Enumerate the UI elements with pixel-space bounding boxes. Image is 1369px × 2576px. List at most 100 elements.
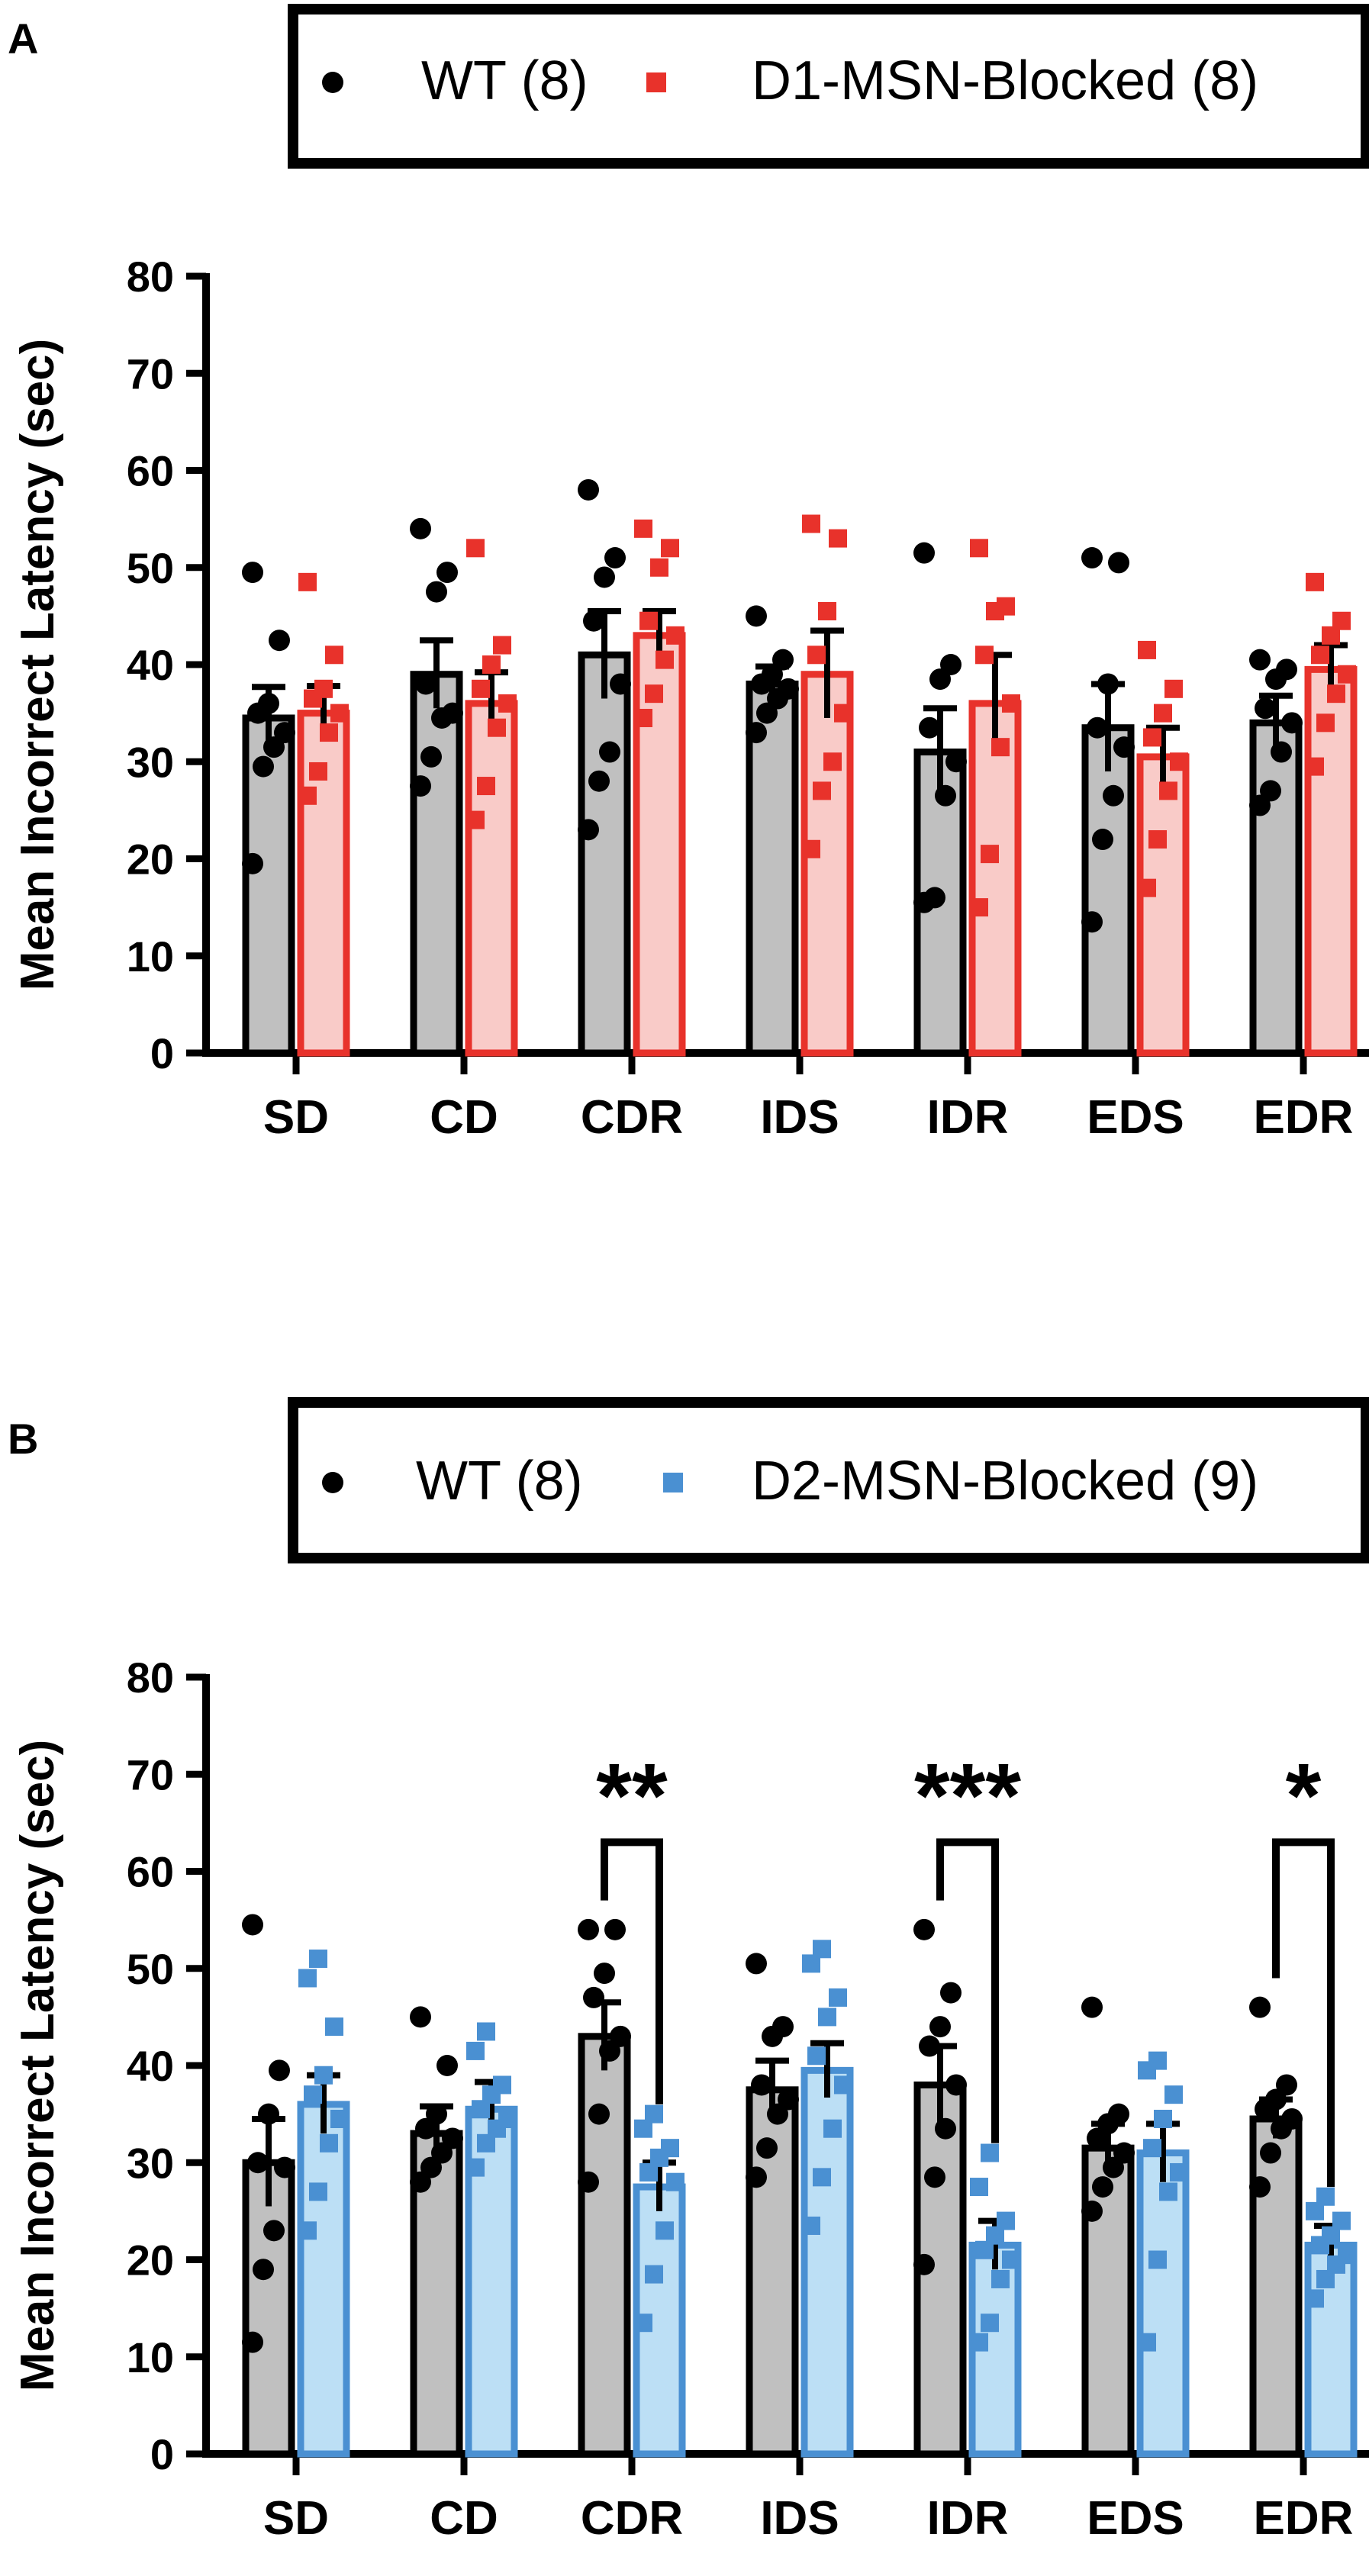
data-point-wt <box>258 2103 279 2125</box>
bar-wt <box>1249 719 1303 1057</box>
data-point-blocked <box>818 602 836 621</box>
data-point-blocked <box>645 2265 663 2284</box>
data-point-wt <box>919 2035 940 2057</box>
panel-a: A WT (8) D1-MSN-Blocked (8) 0 10 20 30 40 50 60 70… <box>8 4 1369 1144</box>
y-tick-label: 0 <box>150 1029 174 1077</box>
data-point-wt <box>242 852 263 874</box>
y-tick-label: 40 <box>127 2042 174 2090</box>
data-point-wt <box>1249 1996 1271 2018</box>
data-point-blocked <box>666 2172 684 2191</box>
significance-stars: * <box>1286 1744 1322 1847</box>
data-point-blocked <box>802 839 820 858</box>
x-tick-label: IDS <box>760 2492 839 2545</box>
data-point-blocked <box>1159 781 1177 800</box>
data-point-blocked <box>991 738 1010 757</box>
data-point-blocked <box>298 572 317 591</box>
data-point-blocked <box>823 752 842 771</box>
data-point-wt <box>1260 780 1281 802</box>
data-point-blocked <box>970 539 988 558</box>
y-tick-label: 10 <box>127 2333 174 2381</box>
bar-wt <box>578 651 631 1057</box>
data-point-blocked <box>1143 728 1161 747</box>
x-tick-label: EDS <box>1087 2492 1184 2545</box>
significance-bracket <box>936 1838 999 2143</box>
data-point-wt <box>583 610 604 632</box>
legend-box <box>288 1397 1369 1563</box>
data-point-wt <box>913 2253 935 2275</box>
data-point-wt <box>1249 2176 1271 2198</box>
data-point-wt <box>1113 2142 1135 2164</box>
x-tick-label: EDR <box>1254 2492 1354 2545</box>
legend-wt-marker <box>322 1472 343 1493</box>
data-point-blocked <box>498 694 517 713</box>
data-point-wt <box>415 673 436 695</box>
data-point-blocked <box>482 655 501 674</box>
data-point-blocked <box>813 1940 831 1959</box>
data-point-wt <box>247 2152 269 2174</box>
data-point-wt <box>1255 697 1276 720</box>
data-point-blocked <box>661 2139 679 2158</box>
data-point-wt <box>1081 547 1103 569</box>
data-point-blocked <box>823 2119 842 2138</box>
y-tick-label: 50 <box>127 1945 174 1993</box>
x-tick-label: IDR <box>927 1091 1009 1144</box>
legend-wt-label: WT (8) <box>421 50 588 111</box>
data-point-blocked <box>1154 704 1172 723</box>
data-point-wt <box>578 1918 599 1940</box>
data-point-blocked <box>466 2158 485 2177</box>
data-point-blocked <box>1306 2289 1324 2308</box>
data-point-wt <box>442 2127 463 2149</box>
data-point-wt <box>1081 911 1103 933</box>
data-point-wt <box>253 2259 274 2281</box>
data-point-wt <box>604 1918 626 1940</box>
data-point-wt <box>426 2103 447 2125</box>
data-point-blocked <box>834 704 852 723</box>
data-point-blocked <box>634 2314 652 2333</box>
data-point-blocked <box>970 898 988 917</box>
data-point-blocked <box>1002 694 1020 713</box>
data-point-wt <box>772 2016 794 2038</box>
data-point-wt <box>746 2166 767 2188</box>
data-point-blocked <box>975 646 994 665</box>
data-point-wt <box>258 692 279 714</box>
data-point-wt <box>1108 2103 1129 2125</box>
y-tick-label: 30 <box>127 2139 174 2187</box>
data-point-blocked <box>477 2022 495 2041</box>
data-point-wt <box>1281 712 1303 734</box>
data-point-wt <box>1271 741 1292 763</box>
y-tick-label: 50 <box>127 544 174 592</box>
data-point-blocked <box>1138 640 1156 659</box>
data-point-wt <box>772 649 794 671</box>
data-point-blocked <box>813 781 831 800</box>
data-point-wt <box>442 702 463 724</box>
data-point-blocked <box>650 558 668 577</box>
data-point-blocked <box>1311 646 1329 665</box>
data-point-blocked <box>320 2133 338 2153</box>
data-point-wt <box>610 2025 631 2047</box>
data-point-blocked <box>1138 878 1156 897</box>
data-point-wt <box>756 2137 778 2159</box>
data-point-wt <box>578 478 599 501</box>
panel-b: B WT (8) D2-MSN-Blocked (9) 0 10 20 30 40 50 60 70… <box>8 1397 1369 2545</box>
data-point-blocked <box>1332 2211 1351 2230</box>
data-point-wt <box>1276 658 1297 681</box>
data-point-blocked <box>298 1969 317 1988</box>
data-point-wt <box>1281 2107 1303 2130</box>
data-point-blocked <box>1306 572 1324 591</box>
data-point-wt <box>940 654 962 675</box>
data-point-wt <box>578 819 599 841</box>
bar-wt <box>578 2033 631 2458</box>
data-point-wt <box>746 605 767 627</box>
data-point-blocked <box>314 2066 333 2085</box>
data-point-wt <box>1108 552 1129 574</box>
data-point-blocked <box>656 650 674 669</box>
y-tick-label: 40 <box>127 641 174 689</box>
data-point-blocked <box>1164 2085 1183 2104</box>
data-point-blocked <box>661 539 679 558</box>
data-point-wt <box>588 770 610 792</box>
data-point-blocked <box>309 762 327 781</box>
legend-blocked-label: D1-MSN-Blocked (8) <box>752 50 1258 111</box>
data-point-blocked <box>477 777 495 796</box>
data-point-blocked <box>320 723 338 742</box>
data-point-wt <box>1260 2142 1281 2164</box>
